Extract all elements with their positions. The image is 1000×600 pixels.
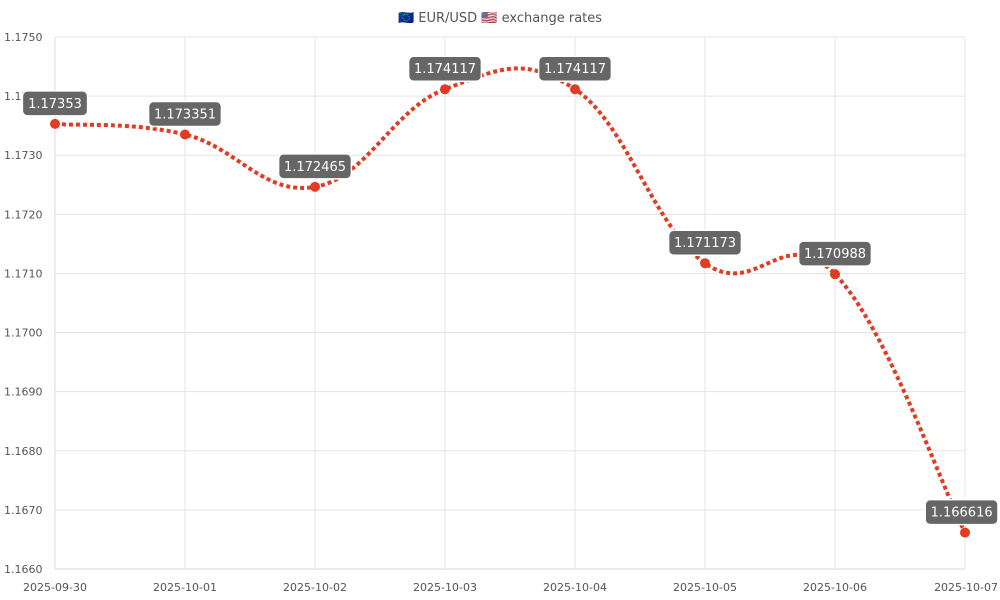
data-point	[700, 258, 710, 269]
data-label-box	[537, 55, 613, 82]
data-label-text: 1.174117	[414, 62, 476, 77]
y-tick-label: 1.1720	[4, 208, 43, 221]
x-tick-label: 2025-09-30	[23, 581, 87, 594]
data-label-box	[924, 498, 999, 526]
y-tick-label: 1.1750	[4, 31, 43, 44]
data-label-text: 1.17353	[28, 97, 82, 112]
data-point	[830, 269, 840, 280]
data-label-box	[407, 55, 483, 82]
data-label: 1.173351	[147, 100, 223, 128]
data-label: 1.172465	[277, 153, 353, 180]
data-label: 1.166616	[924, 498, 999, 526]
x-tick-label: 2025-10-07	[934, 581, 998, 594]
x-tick-label: 2025-10-01	[153, 581, 217, 594]
data-label-box	[797, 240, 873, 267]
y-tick-label: 1.1710	[4, 267, 43, 280]
data-point	[50, 118, 60, 129]
x-tick-label: 2025-10-03	[413, 581, 477, 594]
data-label-box	[277, 153, 353, 180]
data-points	[50, 84, 970, 538]
data-point	[960, 527, 970, 538]
y-tick-label: 1.1700	[4, 327, 43, 340]
x-tick-label: 2025-10-05	[673, 581, 737, 594]
y-tick-label: 1.1670	[4, 504, 43, 517]
series-line	[54, 66, 967, 534]
data-label-text: 1.170988	[804, 247, 866, 262]
data-label-text: 1.172465	[284, 160, 346, 175]
x-tick-label: 2025-10-06	[803, 581, 867, 594]
y-tick-label: 1.1730	[4, 149, 43, 162]
data-label: 1.170988	[797, 240, 873, 267]
data-point	[440, 84, 450, 95]
data-label-text: 1.171173	[674, 236, 736, 251]
data-point	[180, 129, 190, 140]
data-label: 1.174117	[537, 55, 613, 82]
data-label-box	[667, 229, 743, 256]
data-label: 1.171173	[667, 229, 743, 256]
y-tick-label: 1.1680	[4, 445, 43, 458]
y-tick-label: 1.1660	[4, 563, 43, 576]
data-point	[310, 181, 320, 192]
series-line-layer	[54, 66, 967, 534]
chart-title: 🇪🇺 EUR/USD 🇺🇸 exchange rates	[398, 11, 602, 26]
data-label-text: 1.174117	[544, 62, 606, 77]
x-tick-label: 2025-10-04	[543, 581, 607, 594]
data-label-box	[21, 90, 89, 117]
x-axis-ticks: 2025-09-30 2025-10-01 2025-10-02 2025-10-03…	[23, 581, 998, 594]
data-label-text: 1.173351	[154, 107, 216, 122]
y-tick-label: 1.1690	[4, 386, 43, 399]
data-label-box	[147, 100, 223, 128]
x-tick-label: 2025-10-02	[283, 581, 347, 594]
data-labels: 1.17353 1.173351 1.172465 1.174117 1.174117 1…	[21, 55, 999, 526]
data-label: 1.174117	[407, 55, 483, 82]
data-point	[570, 84, 580, 95]
data-label: 1.17353	[21, 90, 89, 117]
data-label-text: 1.166616	[931, 506, 993, 521]
